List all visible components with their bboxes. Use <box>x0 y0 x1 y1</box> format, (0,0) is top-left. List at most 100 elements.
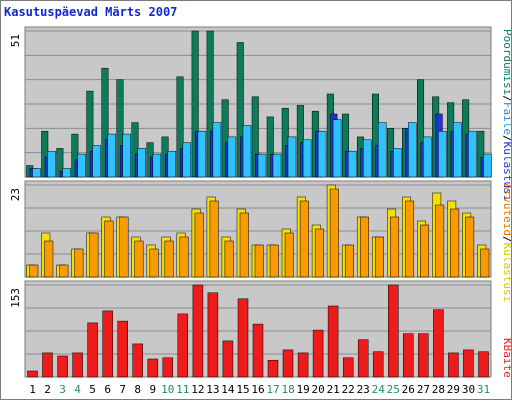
files-bar-day-24 <box>377 122 387 178</box>
kbytes-bar-day-4 <box>72 352 83 378</box>
files-bar-day-3 <box>62 168 71 178</box>
x-tick-label: 8 <box>134 383 141 396</box>
x-tick-label: 29 <box>447 383 460 396</box>
x-tick-label: 21 <box>327 383 340 396</box>
hits-bar-day-28 <box>435 204 445 278</box>
hits-bar-day-6 <box>104 220 114 278</box>
kbytes-bar-day-13 <box>207 292 219 378</box>
kbytes-bar-day-16 <box>252 323 264 378</box>
files-bar-day-12 <box>197 130 207 178</box>
x-tick-label: 11 <box>176 383 189 396</box>
files-bar-day-31 <box>483 153 492 178</box>
hits-bar-day-2 <box>44 240 54 278</box>
kbytes-bar-day-29 <box>448 352 459 378</box>
svg-text:KBaite: KBaite <box>501 338 511 378</box>
files-bar-day-5 <box>92 145 101 178</box>
files-bar-day-18 <box>287 136 297 178</box>
kbytes-bar-day-1 <box>27 370 38 378</box>
hits-bar-day-19 <box>299 200 309 278</box>
hits-bar-day-12 <box>194 212 204 278</box>
kbytes-bar-day-9 <box>147 358 159 378</box>
kbytes-bar-day-6 <box>102 310 113 378</box>
hits-bar-day-31 <box>480 248 490 278</box>
x-tick-label: 9 <box>149 383 156 396</box>
bars <box>26 30 492 378</box>
svg-text:Pöördumisi/Faile/Külastusi: Pöördumisi/Faile/Külastusi <box>501 29 511 201</box>
x-tick-label: 12 <box>191 383 204 396</box>
hits-bar-day-9 <box>149 248 159 278</box>
hits-bar-day-29 <box>450 208 460 278</box>
kbytes-bar-day-19 <box>297 352 309 378</box>
kbytes-bar-day-25 <box>388 284 399 378</box>
top-panel-legend: Pöördumisi/Faile/Külastusi <box>501 29 512 201</box>
files-bar-day-19 <box>302 139 312 178</box>
x-tick-label: 1 <box>29 383 36 396</box>
hits-bar-day-7 <box>119 216 129 278</box>
kbytes-bar-day-5 <box>87 322 98 378</box>
chart-title: Kasutuspäevad Märts 2007 <box>4 5 177 19</box>
files-bar-day-20 <box>317 130 327 178</box>
files-bar-day-26 <box>408 122 417 178</box>
x-tick-label: 16 <box>251 383 264 396</box>
x-tick-label: 15 <box>236 383 249 396</box>
kbytes-bar-day-2 <box>42 352 53 378</box>
bottom-panel-legend: KBaite <box>501 338 512 378</box>
legend-kulastusi-middle: Külastusi <box>501 243 511 303</box>
files-bar-day-27 <box>423 136 432 178</box>
x-tick-label: 30 <box>462 383 475 396</box>
x-tick-label: 18 <box>281 383 294 396</box>
kbytes-bar-day-18 <box>282 349 294 378</box>
files-bar-day-8 <box>137 148 146 178</box>
hits-bar-day-15 <box>239 212 249 278</box>
files-bar-day-17 <box>272 153 282 178</box>
x-tick-label: 17 <box>266 383 279 396</box>
files-bar-day-22 <box>347 150 357 178</box>
kbytes-bar-day-23 <box>357 339 369 378</box>
x-axis-day-labels: 1 2 3 4 5 6 7 8 9 10 11 12 13 14 15 16 17 18 19 20 21 22 23 24 2… <box>29 383 490 396</box>
x-tick-label: 31 <box>477 383 490 396</box>
hits-bar-day-14 <box>224 240 234 278</box>
hits-bar-day-1 <box>29 264 39 278</box>
x-tick-label: 5 <box>89 383 96 396</box>
x-tick-label: 23 <box>357 383 370 396</box>
files-bar-day-6 <box>107 133 116 178</box>
files-bar-day-28 <box>438 130 447 178</box>
x-tick-label: 14 <box>221 383 235 396</box>
x-tick-label: 27 <box>417 383 430 396</box>
files-bar-day-15 <box>242 125 252 178</box>
hits-bar-day-17 <box>269 244 279 278</box>
x-tick-label: 13 <box>206 383 219 396</box>
files-bar-day-10 <box>167 150 177 178</box>
legend-kulastusi: Külastusi <box>501 142 511 202</box>
x-tick-label: 24 <box>372 383 386 396</box>
files-bar-day-29 <box>453 122 462 178</box>
x-tick-label: 6 <box>104 383 111 396</box>
x-tick-label: 7 <box>119 383 126 396</box>
legend-poordumisi: Pöördumisi <box>501 29 511 95</box>
files-bar-day-7 <box>122 133 131 178</box>
hits-bar-day-24 <box>374 236 384 278</box>
hits-bar-day-22 <box>344 244 354 278</box>
hits-bar-day-26 <box>405 200 415 278</box>
x-tick-label: 19 <box>296 383 309 396</box>
hits-bar-day-21 <box>329 188 339 278</box>
hits-bar-day-27 <box>420 224 430 278</box>
legend-separator: / <box>501 95 511 102</box>
kbytes-bar-day-7 <box>117 320 128 378</box>
kbytes-bar-day-26 <box>403 333 414 378</box>
x-tick-label: 20 <box>311 383 324 396</box>
legend-kbaite: KBaite <box>501 338 511 378</box>
bottom-panel-max-label: 153 <box>9 288 22 308</box>
hits-bar-day-13 <box>209 200 219 278</box>
hits-bar-day-10 <box>164 240 174 278</box>
kbytes-bar-day-20 <box>312 329 324 378</box>
kbytes-bar-day-14 <box>222 340 234 378</box>
x-tick-label: 28 <box>432 383 445 396</box>
kbytes-bar-day-31 <box>478 351 489 378</box>
hits-bar-day-30 <box>465 216 475 278</box>
hits-bar-day-11 <box>179 236 189 278</box>
x-tick-label: 2 <box>44 383 51 396</box>
legend-faile: Faile <box>501 102 511 135</box>
